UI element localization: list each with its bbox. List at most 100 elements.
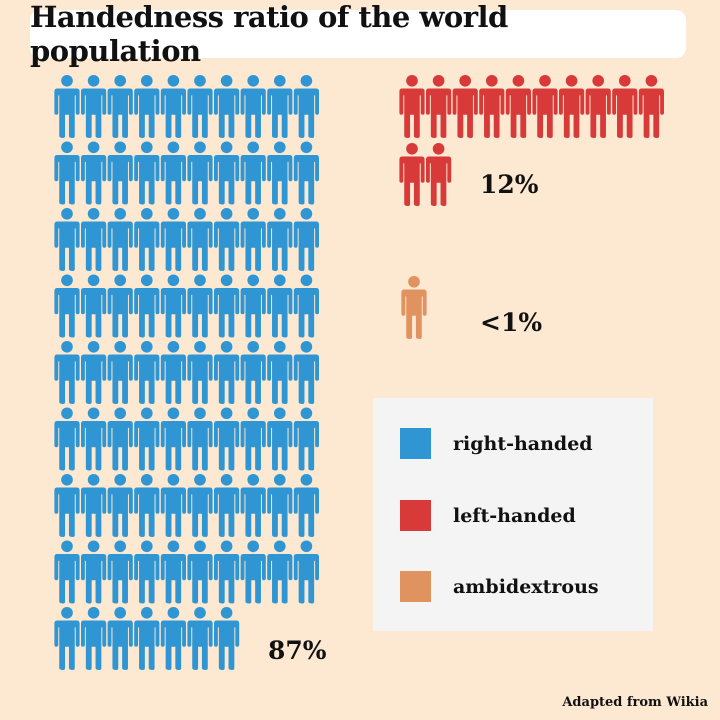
- right-handed-person-icon: [134, 274, 160, 338]
- right-handed-person-icon: [267, 274, 293, 338]
- right-handed-person-icon: [134, 407, 160, 471]
- right-handed-person-icon: [54, 74, 80, 138]
- left-handed-person-icon: [638, 74, 665, 138]
- left-handed-person-icon: [612, 74, 638, 138]
- legend-label: ambidextrous: [453, 575, 599, 598]
- right-handed-person-icon: [240, 141, 266, 205]
- legend-item-left-handed: left-handed: [400, 500, 576, 531]
- right-handed-person-icon: [134, 74, 160, 138]
- source-credit: Adapted from Wikia: [562, 695, 708, 710]
- right-handed-person-icon: [293, 407, 320, 471]
- right-handed-person-icon: [267, 141, 293, 205]
- left-handed-person-icon: [558, 74, 585, 138]
- right-handed-person-icon: [80, 473, 107, 537]
- right-handed-person-icon: [134, 207, 160, 271]
- right-handed-person-icon: [80, 407, 107, 471]
- right-handed-person-icon: [80, 207, 107, 271]
- right-handed-person-icon: [134, 540, 160, 604]
- right-handed-person-icon: [293, 473, 320, 537]
- right-handed-person-icon: [293, 207, 320, 271]
- legend-item-ambidextrous: ambidextrous: [400, 571, 599, 602]
- right-handed-person-icon: [187, 540, 213, 604]
- legend-swatch: [400, 571, 431, 602]
- right-handed-person-icon: [80, 141, 107, 205]
- right-handed-person-icon: [134, 473, 160, 537]
- right-handed-person-icon: [293, 340, 320, 404]
- left-handed-person-icon: [479, 74, 505, 138]
- legend-item-right-handed: right-handed: [400, 428, 593, 459]
- right-handed-person-icon: [80, 74, 107, 138]
- left-handed-person-icon: [399, 74, 425, 138]
- right-handed-person-icon: [160, 540, 187, 604]
- right-handed-person-icon: [240, 274, 266, 338]
- right-handed-person-icon: [80, 274, 107, 338]
- right-handed-person-icon: [134, 340, 160, 404]
- left-handed-person-icon: [425, 142, 452, 206]
- right-handed-person-icon: [293, 540, 320, 604]
- right-handed-person-icon: [267, 74, 293, 138]
- right-handed-person-icon: [107, 407, 133, 471]
- right-handed-person-icon: [80, 540, 107, 604]
- right-handed-person-icon: [293, 274, 320, 338]
- right-handed-person-icon: [107, 207, 133, 271]
- right-handed-person-icon: [107, 141, 133, 205]
- legend: right-handed left-handed ambidextrous: [373, 398, 653, 631]
- right-handed-person-icon: [240, 74, 266, 138]
- right-handed-person-icon: [187, 473, 213, 537]
- left-handed-person-icon: [399, 142, 425, 206]
- right-handed-person-icon: [240, 540, 266, 604]
- right-handed-person-icon: [54, 274, 80, 338]
- left-handed-person-icon: [452, 74, 478, 138]
- right-handed-person-icon: [187, 141, 213, 205]
- right-handed-person-icon: [213, 340, 240, 404]
- right-handed-person-icon: [213, 606, 240, 670]
- right-handed-person-icon: [107, 540, 133, 604]
- right-handed-person-icon: [107, 473, 133, 537]
- right-handed-percent: 87%: [268, 636, 327, 665]
- right-handed-person-icon: [107, 606, 133, 670]
- right-handed-person-icon: [293, 74, 320, 138]
- right-handed-person-icon: [134, 141, 160, 205]
- right-handed-person-icon: [187, 340, 213, 404]
- right-handed-person-icon: [107, 340, 133, 404]
- right-handed-person-icon: [160, 606, 187, 670]
- right-handed-person-icon: [80, 606, 107, 670]
- right-handed-person-icon: [213, 74, 240, 138]
- right-handed-person-icon: [267, 473, 293, 537]
- legend-label: left-handed: [453, 504, 576, 527]
- right-handed-person-icon: [213, 407, 240, 471]
- right-handed-person-icon: [160, 74, 187, 138]
- right-handed-person-icon: [267, 540, 293, 604]
- right-handed-person-icon: [160, 340, 187, 404]
- right-handed-person-icon: [134, 606, 160, 670]
- right-handed-person-icon: [213, 207, 240, 271]
- right-handed-person-icon: [267, 407, 293, 471]
- right-handed-person-icon: [187, 74, 213, 138]
- ambidextrous-person-icon: [401, 275, 427, 339]
- left-handed-percent: 12%: [480, 170, 539, 199]
- right-handed-person-icon: [160, 141, 187, 205]
- right-handed-person-icon: [240, 473, 266, 537]
- right-handed-person-icon: [267, 207, 293, 271]
- ambidextrous-percent: <1%: [480, 308, 543, 337]
- right-handed-person-icon: [160, 473, 187, 537]
- left-handed-person-icon: [585, 74, 611, 138]
- right-handed-person-icon: [240, 407, 266, 471]
- right-handed-person-icon: [54, 340, 80, 404]
- right-handed-person-icon: [293, 141, 320, 205]
- right-handed-person-icon: [187, 606, 213, 670]
- right-handed-person-icon: [240, 207, 266, 271]
- left-handed-person-icon: [505, 74, 532, 138]
- right-handed-person-icon: [54, 540, 80, 604]
- right-handed-person-icon: [160, 407, 187, 471]
- right-handed-person-icon: [107, 74, 133, 138]
- right-handed-person-icon: [267, 340, 293, 404]
- left-handed-person-icon: [425, 74, 452, 138]
- right-handed-person-icon: [54, 141, 80, 205]
- right-handed-person-icon: [187, 274, 213, 338]
- right-handed-person-icon: [54, 473, 80, 537]
- right-handed-person-icon: [54, 407, 80, 471]
- right-handed-person-icon: [213, 473, 240, 537]
- legend-swatch: [400, 500, 431, 531]
- right-handed-person-icon: [240, 340, 266, 404]
